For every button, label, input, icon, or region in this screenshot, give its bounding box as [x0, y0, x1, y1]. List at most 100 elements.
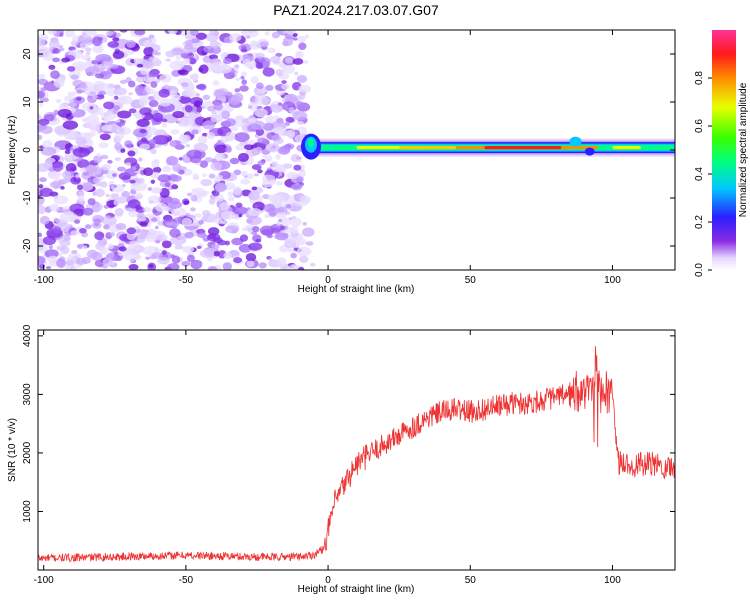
spectrogram-noise-blob	[305, 241, 314, 246]
spectrogram-noise-blob	[265, 115, 276, 124]
spectrogram-noise-blob	[238, 152, 249, 162]
spectrogram-noise-blob	[159, 74, 172, 83]
spectrogram-noise-blob	[38, 74, 46, 79]
spectrogram-noise-blob	[170, 129, 180, 135]
spectrogram-noise-blob	[152, 209, 158, 214]
signal-bump	[569, 136, 582, 147]
spectrogram-noise-blob	[57, 78, 65, 84]
spectrogram-noise-blob	[134, 30, 146, 36]
spectrogram-noise-blob	[119, 79, 127, 85]
spectrogram-noise-blob	[178, 69, 189, 76]
spectrogram-noise-blob	[115, 132, 125, 140]
spectrogram-noise-blob	[292, 58, 304, 65]
y-tick-label: -20	[22, 238, 33, 253]
spectrogram-noise-blob	[263, 122, 275, 131]
spectrogram-noise-blob	[48, 171, 57, 178]
spectrogram-noise-blob	[133, 192, 144, 200]
spectrogram-noise-blob	[155, 79, 160, 84]
spectrogram-noise-blob	[298, 42, 307, 51]
spectrogram-noise-blob	[171, 255, 181, 264]
spectrogram-noise-blob	[92, 177, 102, 184]
spectrogram-noise-blob	[130, 258, 135, 263]
spectrogram-noise-blob	[249, 43, 261, 50]
spectrogram-noise-blob	[143, 62, 155, 70]
spectrogram-noise-blob	[39, 177, 47, 183]
spectrogram-noise-blob	[128, 92, 134, 96]
spectrogram-noise-blob	[87, 58, 91, 62]
spectrogram-noise-blob	[196, 245, 202, 249]
spectrogram-noise-blob	[38, 232, 43, 238]
colorbar-tick-label: 0.8	[694, 71, 705, 85]
snr-frame	[37, 329, 676, 571]
spectrogram-noise-blob	[170, 209, 180, 217]
spectrogram-noise-blob	[271, 134, 282, 142]
spectrogram-noise-blob	[187, 89, 197, 98]
spectrogram-noise-blob	[310, 262, 316, 267]
spectrogram-noise-blob	[271, 164, 286, 173]
spectrogram-y-ticks: -20 -10 0 10 20	[22, 48, 675, 253]
spectrogram-noise-blob	[145, 233, 158, 242]
spectrogram-noise-blob	[157, 248, 162, 253]
spectrogram-noise-blob	[150, 148, 157, 155]
spectrogram-noise-blob	[192, 175, 200, 181]
spectrogram-noise-blob	[148, 70, 159, 78]
spectrogram-noise-blob	[208, 197, 216, 205]
spectrogram-noise-blob	[248, 242, 263, 251]
colorbar: 0.0 0.2 0.4 0.6 0.8 Normalized spectral ampl…	[694, 30, 749, 277]
colorbar-tick-label: 0.6	[694, 119, 705, 133]
spectrogram-noise-blob	[39, 187, 54, 198]
spectrogram-noise-blob	[153, 188, 160, 193]
spectrogram-noise-blob	[250, 76, 259, 84]
spectrogram-noise-blob	[228, 196, 235, 202]
spectrogram-noise-blob	[136, 136, 141, 141]
spectrogram-noise-blob	[111, 193, 120, 199]
spectrogram-noise-blob	[77, 159, 90, 169]
spectrogram-noise-blob	[44, 249, 59, 259]
spectrogram-noise-blob	[47, 30, 57, 35]
x-tick-label: 0	[325, 275, 331, 286]
spectrogram-noise-blob	[147, 77, 157, 83]
spectrogram-noise-blob	[290, 252, 297, 259]
spectrogram-noise-blob	[38, 113, 41, 119]
signal-onset	[308, 138, 314, 147]
x-tick-label: -100	[34, 275, 54, 286]
spectrogram-noise-blob	[136, 63, 144, 68]
spectrogram-noise-blob	[74, 219, 81, 224]
spectrogram-noise-blob	[128, 108, 137, 114]
spectrogram-noise-blob	[59, 47, 65, 52]
spectrogram-noise-blob	[229, 157, 240, 165]
spectrogram-noise-blob	[257, 137, 268, 144]
spectrogram-noise-blob	[83, 87, 100, 97]
colorbar-tick-label: 0.0	[694, 263, 705, 277]
spectrogram-noise-blob	[150, 179, 156, 184]
spectrogram-noise-blob	[62, 120, 79, 130]
spectrogram-noise-blob	[39, 102, 44, 107]
colorbar-ticks: 0.0 0.2 0.4 0.6 0.8	[694, 71, 712, 277]
spectrogram-noise-blob	[202, 173, 208, 178]
spectrogram-noise-blob	[135, 229, 142, 234]
spectrogram-noise-blob	[253, 143, 258, 149]
spectrogram-noise-blob	[143, 167, 154, 177]
spectrogram-noise-blob	[246, 35, 251, 39]
spectrogram-noise-blob	[213, 250, 220, 257]
spectrogram-noise-blob	[275, 69, 284, 76]
spectrogram-noise-blob	[246, 218, 253, 224]
y-tick-label: 0	[22, 147, 33, 153]
spectrogram-noise-blob	[246, 260, 255, 268]
spectrogram-noise-blob	[172, 163, 182, 173]
spectrogram-noise-blob	[287, 248, 294, 253]
spectrogram-noise-blob	[210, 162, 223, 171]
spectrogram-noise-blob	[179, 30, 191, 37]
spectrogram-noise-blob	[267, 47, 276, 54]
spectrogram-noise-blob	[272, 126, 286, 135]
spectrogram-noise-blob	[94, 188, 105, 197]
spectrogram-noise-blob	[234, 132, 250, 142]
spectrogram-noise-blob	[72, 147, 91, 158]
spectrogram-noise-blob	[232, 186, 242, 196]
spectrogram-noise-blob	[251, 164, 262, 171]
spectrogram-noise-blob	[114, 142, 123, 151]
spectrogram-noise-blob	[219, 64, 232, 74]
spectrogram-noise-blob	[275, 212, 287, 219]
spectrogram-noise-blob	[94, 231, 105, 241]
